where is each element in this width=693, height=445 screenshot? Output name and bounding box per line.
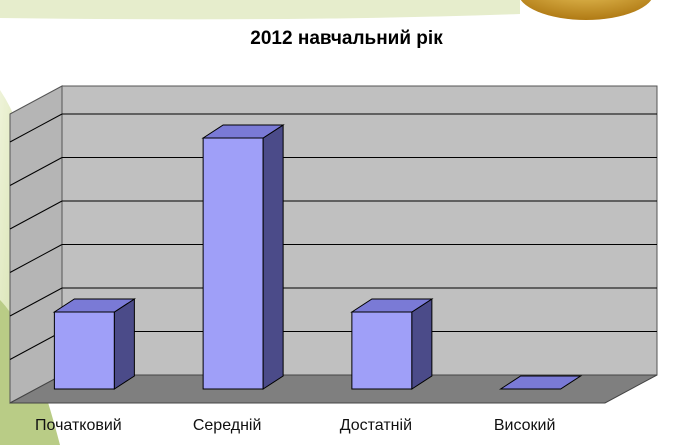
category-label: Достатній <box>340 417 412 434</box>
bar-1 <box>52 298 137 390</box>
bar-front <box>202 137 264 390</box>
bar-side <box>113 298 135 390</box>
category-label: Високий <box>494 417 556 434</box>
bar-front <box>351 311 413 390</box>
chart-title: 2012 навчальний рік <box>250 28 443 49</box>
bar-top <box>201 124 285 139</box>
category-label: Середній <box>193 417 262 434</box>
bar-4 <box>498 375 583 390</box>
bar-side <box>411 298 433 390</box>
bar-2 <box>201 124 285 390</box>
coin-decoration <box>520 0 652 20</box>
bar-3 <box>350 298 434 390</box>
gridline-side <box>9 287 63 317</box>
category-label: Початковий <box>35 417 122 434</box>
bar-top <box>350 298 434 313</box>
gridline-side <box>9 113 63 143</box>
bar-top <box>52 298 137 313</box>
bar-top <box>498 375 583 390</box>
gridline-side <box>9 157 63 186</box>
gridline-side <box>9 244 63 273</box>
gridline-side <box>9 200 63 230</box>
bar-side <box>262 124 284 390</box>
bar-front <box>53 311 115 390</box>
gridline-side <box>9 331 63 360</box>
chart-floor <box>9 374 658 404</box>
